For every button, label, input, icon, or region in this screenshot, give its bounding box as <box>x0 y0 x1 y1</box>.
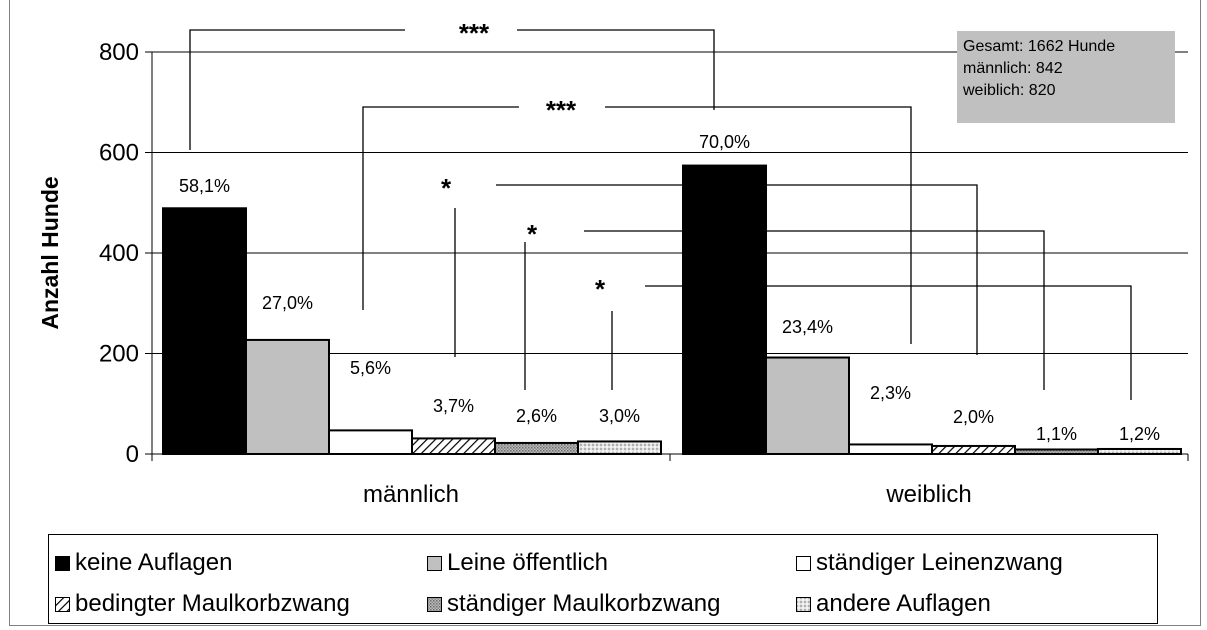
info-female: weiblich: 820 <box>963 82 1056 99</box>
legend-label: bedingter Maulkorbzwang <box>75 590 350 617</box>
legend-item-leine-oeffentlich: Leine öffentlich <box>427 549 608 577</box>
significance-marker: * <box>441 173 452 203</box>
chart-frame <box>9 0 1201 626</box>
legend-label: andere Auflagen <box>816 590 991 617</box>
legend-swatch <box>55 555 70 571</box>
bar <box>162 207 247 455</box>
bar <box>682 164 767 455</box>
data-label: 5,6% <box>350 358 391 378</box>
data-label: 70,0% <box>699 132 750 152</box>
data-label: 2,3% <box>870 383 911 403</box>
info-total: Gesamt: 1662 Hunde <box>963 38 1116 55</box>
bar <box>765 356 850 455</box>
legend-item-staendiger-leinenzwang: ständiger Leinenzwang <box>796 549 1063 577</box>
data-label: 27,0% <box>262 293 313 313</box>
x-tick-label: weiblich <box>885 481 971 508</box>
y-tick-label: 600 <box>99 140 139 167</box>
significance-bracket <box>584 230 1045 390</box>
y-axis-title: Anzahl Hunde <box>37 176 63 329</box>
data-label: 2,6% <box>516 406 557 426</box>
data-label: 3,0% <box>599 406 640 426</box>
legend-label: Leine öffentlich <box>447 549 609 576</box>
data-label: 1,2% <box>1119 424 1160 444</box>
legend-label: ständiger Maulkorbzwang <box>447 590 721 617</box>
significance-marker: *** <box>459 18 490 48</box>
bar <box>1097 447 1182 456</box>
legend-label: keine Auflagen <box>75 549 233 576</box>
y-tick-label: 200 <box>99 341 139 368</box>
legend-item-keine-auflagen: keine Auflagen <box>55 549 232 577</box>
bar <box>577 440 662 455</box>
significance-bracket <box>517 29 715 110</box>
data-label: 3,7% <box>433 396 474 416</box>
bar <box>931 444 1016 455</box>
data-label: 2,0% <box>953 407 994 427</box>
significance-marker: * <box>595 274 606 304</box>
legend-swatch <box>427 596 442 612</box>
legend-swatch <box>796 596 811 612</box>
legend-item-staendiger-maulkorbzwang: ständiger Maulkorbzwang <box>427 590 720 618</box>
significance-bracket <box>605 106 912 344</box>
data-label: 1,1% <box>1036 424 1077 444</box>
legend: keine Auflagen Leine öffentlich ständige… <box>48 534 1158 624</box>
bar <box>411 437 496 455</box>
bar <box>245 338 330 455</box>
significance-bracket <box>189 29 405 150</box>
info-male: männlich: 842 <box>963 60 1063 77</box>
data-label: 58,1% <box>179 176 230 196</box>
legend-item-bedingter-maulkorbzwang: bedingter Maulkorbzwang <box>55 590 350 618</box>
bar <box>494 441 579 456</box>
y-tick-label: 0 <box>126 441 139 468</box>
data-label: 23,4% <box>782 317 833 337</box>
y-tick-label: 800 <box>99 39 139 66</box>
legend-label: ständiger Leinenzwang <box>816 549 1063 576</box>
significance-bracket <box>645 285 1132 400</box>
legend-swatch <box>796 555 811 571</box>
significance-bracket <box>362 106 519 310</box>
y-tick-label: 400 <box>99 240 139 267</box>
significance-bracket <box>496 184 978 355</box>
legend-swatch <box>55 596 70 612</box>
legend-swatch <box>427 555 442 571</box>
significance-marker: *** <box>546 95 577 125</box>
significance-marker: * <box>527 219 538 249</box>
legend-item-andere-auflagen: andere Auflagen <box>796 590 991 618</box>
totals-info-box: Gesamt: 1662 Hunde männlich: 842 weiblic… <box>957 31 1175 123</box>
x-tick-label: männlich <box>363 481 459 508</box>
bar <box>328 429 413 456</box>
bar <box>848 443 933 456</box>
bar <box>1014 448 1099 456</box>
